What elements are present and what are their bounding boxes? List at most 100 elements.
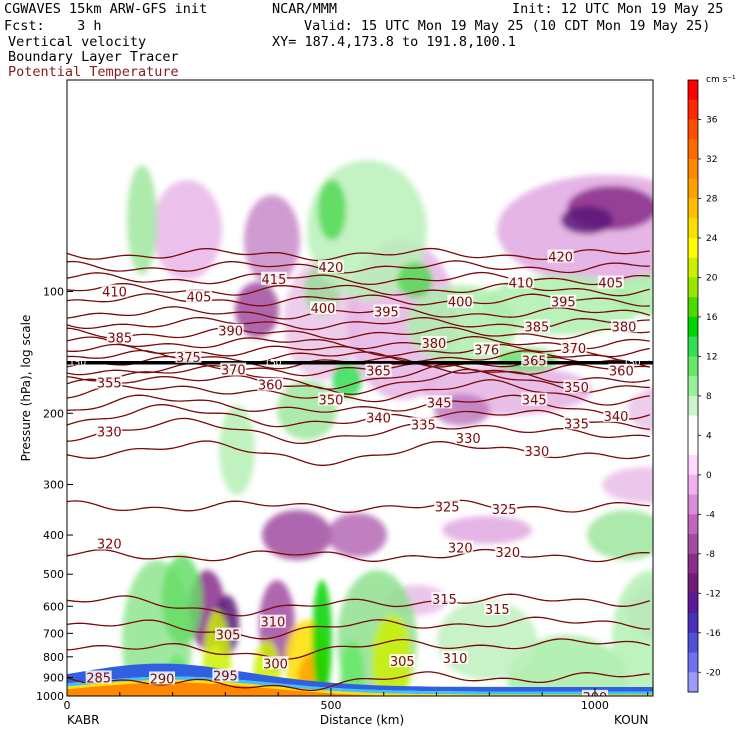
theta-label-bg [410, 417, 437, 431]
theta-label-bg [431, 591, 458, 605]
theta-label-400: 400 [311, 302, 336, 317]
theta-contour-360 [67, 363, 650, 390]
wfield-lobe [244, 195, 300, 285]
theta-label-365: 365 [366, 365, 391, 380]
theta-label-bg [217, 323, 244, 337]
colorbar-swatch [688, 218, 698, 239]
colorbar-swatch [688, 474, 698, 496]
x-tick-label: 0 [64, 699, 71, 712]
colorbar-swatch [688, 593, 698, 614]
theta-contour-415 [67, 271, 650, 286]
colorbar-label: 12 [706, 352, 717, 362]
theta-contour-385 [67, 336, 650, 350]
theta-label-315: 315 [485, 603, 510, 618]
theta-contour-345 [67, 394, 651, 420]
theta-label-bg [101, 284, 128, 298]
colorbar-swatch [688, 80, 698, 101]
theta-label-295: 295 [213, 670, 238, 685]
theta-label-395: 395 [551, 296, 576, 311]
wfield-lobe [561, 206, 613, 234]
theta-label-bg [149, 671, 176, 685]
theta-label-bg [563, 416, 590, 430]
pbl-tracer-yellow [67, 679, 653, 696]
colorbar-swatch [688, 514, 698, 535]
theta-label-395: 395 [374, 305, 399, 320]
theta-label-bg [473, 342, 500, 356]
theta-label-380: 380 [612, 320, 637, 335]
theta-label-bg [523, 319, 550, 333]
theta-label-415: 415 [262, 273, 287, 288]
cross-section-endpoints: XY= 187.4,173.8 to 191.8,100.1 [272, 34, 516, 50]
theta-label-320: 320 [495, 546, 520, 561]
theta-contour-330 [67, 440, 650, 466]
theta-label-340: 340 [604, 410, 629, 425]
theta-label-bg [365, 410, 392, 424]
theta-label-bg [523, 444, 550, 458]
theta-label-370: 370 [221, 364, 246, 379]
theta-contour-325 [67, 499, 650, 513]
colorbar-swatch [688, 356, 698, 377]
colorbar-swatch [688, 277, 698, 298]
theta-contour-390 [67, 326, 650, 341]
theta-label-370: 370 [561, 342, 586, 357]
wfield-lobe [662, 645, 712, 735]
wfield-lobe [627, 386, 653, 434]
heavy-contour-label: 150 [69, 359, 86, 369]
theta-label-330: 330 [97, 426, 122, 441]
colorbar-unit: cm s⁻¹ [706, 75, 736, 85]
field-vertical-velocity: Vertical velocity [8, 34, 147, 50]
theta-label-325: 325 [492, 503, 517, 518]
theta-label-bg [447, 540, 474, 554]
theta-contour-320 [67, 548, 650, 563]
colorbar-swatch [688, 119, 698, 140]
colorbar-swatch [688, 139, 698, 160]
theta-label-bg [389, 654, 416, 668]
colorbar-swatch [688, 613, 698, 634]
theta-label-320: 320 [97, 538, 122, 553]
theta-label-305: 305 [390, 655, 415, 670]
colorbar-swatch [688, 257, 698, 278]
colorbar-swatch [688, 178, 698, 199]
theta-label-bg [563, 379, 590, 393]
colorbar-swatch [688, 99, 698, 120]
heavy-contour-label: 150 [623, 359, 640, 369]
colorbar-swatch [688, 553, 698, 575]
colorbar-swatch [688, 632, 698, 654]
theta-contour-350 [67, 379, 650, 406]
x-endpoint-right: KOUN [614, 713, 648, 727]
theta-contour-410 [67, 282, 650, 297]
x-tick-label: 1000 [581, 699, 609, 712]
theta-label-bg [560, 341, 587, 355]
theta-label-420: 420 [548, 251, 573, 266]
theta-label-390: 390 [218, 325, 243, 340]
theta-contour-310 [67, 616, 650, 640]
wfield-lobe [142, 695, 152, 696]
wfield-lobe [340, 640, 364, 696]
colorbar-label: 8 [706, 392, 712, 402]
colorbar-label: 20 [706, 273, 718, 283]
theta-label-345: 345 [427, 396, 452, 411]
theta-label-285: 285 [86, 671, 111, 686]
theta-label-bg [426, 395, 453, 409]
colorbar-swatch [688, 297, 698, 318]
title-line1-mid: NCAR/MMM [272, 1, 338, 17]
wfield-lobe [127, 165, 157, 275]
wfield-lobe [327, 513, 387, 557]
theta-label-bg [365, 363, 392, 377]
theta-label-315: 315 [432, 593, 457, 608]
colorbar-swatch [688, 336, 698, 357]
y-tick-label: 100 [43, 286, 64, 299]
wfield-lobe [587, 510, 653, 560]
colorbar-swatch [688, 415, 698, 436]
theta-label-380: 380 [421, 337, 446, 352]
theta-label-bg [491, 502, 518, 516]
colorbar-label: -20 [706, 668, 721, 678]
colorbar-label: 32 [706, 155, 717, 165]
theta-contour-335 [67, 417, 650, 445]
theta-label-376: 376 [474, 343, 499, 358]
theta-label-310: 310 [443, 652, 468, 667]
theta-label-375: 375 [176, 351, 201, 366]
y-tick-label: 300 [43, 478, 64, 491]
wfield-lobe [318, 180, 346, 240]
